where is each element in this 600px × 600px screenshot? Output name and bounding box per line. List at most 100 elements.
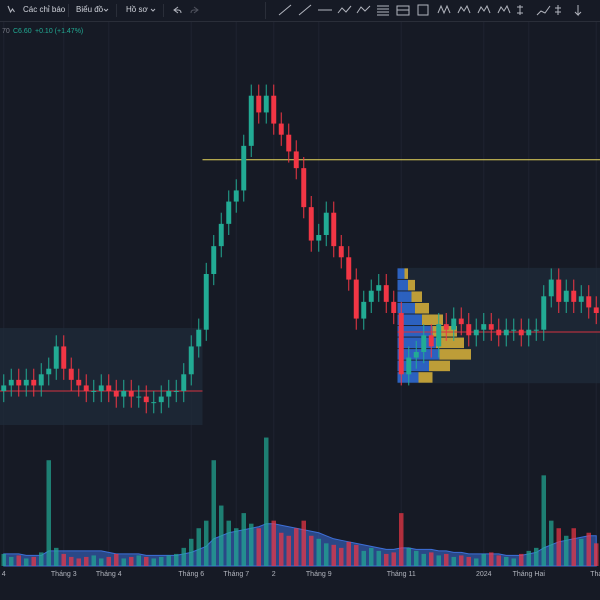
ray-tool[interactable] xyxy=(298,4,312,16)
chart-button[interactable]: Biểu đồ xyxy=(76,5,109,14)
candle-body xyxy=(218,223,224,247)
candle-body xyxy=(241,145,247,191)
volume-bar xyxy=(324,543,329,566)
undo-button[interactable] xyxy=(173,6,182,14)
volume-bar xyxy=(271,520,276,566)
candle-body xyxy=(23,379,29,386)
volume-bar xyxy=(9,556,14,566)
candle-body xyxy=(578,296,584,302)
volume-bar xyxy=(39,552,44,566)
candle-body xyxy=(473,329,479,336)
volume-bar xyxy=(249,523,254,566)
candle-body xyxy=(248,95,254,146)
volume-bar xyxy=(54,547,59,566)
candle-body xyxy=(346,257,352,280)
volume-bar xyxy=(391,552,396,566)
profile-down xyxy=(439,349,471,360)
polyline-tool[interactable] xyxy=(356,5,371,14)
candle-body xyxy=(563,290,569,302)
volume-bar xyxy=(511,558,516,566)
candle-body xyxy=(76,379,82,386)
volume-bar xyxy=(264,437,269,566)
volume-bar xyxy=(564,535,569,566)
volume-bar xyxy=(76,558,81,566)
profile-down xyxy=(429,360,450,372)
candle-body xyxy=(91,391,97,392)
volume-bar xyxy=(204,520,209,566)
candle-body xyxy=(151,402,157,404)
volume-bar xyxy=(144,556,149,566)
volume-bar xyxy=(279,532,284,566)
volume-bar xyxy=(354,544,359,566)
pattern-tool[interactable] xyxy=(437,4,451,15)
volume-bar xyxy=(301,520,306,566)
volume-bar xyxy=(219,505,224,566)
profile-down xyxy=(432,326,457,337)
projection-tool[interactable] xyxy=(536,5,551,16)
indicators-button[interactable]: Các chỉ báo xyxy=(7,5,66,14)
candle-body xyxy=(518,329,524,336)
x-tick-label: Tháng Hai xyxy=(513,571,546,578)
volume-bar xyxy=(166,555,171,566)
candle-body xyxy=(368,290,374,302)
candle-body xyxy=(166,391,172,397)
cycle-tool[interactable] xyxy=(517,5,523,15)
volume-bar xyxy=(196,528,201,566)
candle-body xyxy=(593,307,599,313)
xabcd-tool[interactable] xyxy=(457,4,471,14)
volume-bar xyxy=(241,513,246,566)
candle-body xyxy=(323,212,329,235)
candle-body xyxy=(496,329,502,336)
candle-body xyxy=(83,385,89,391)
profile-up xyxy=(397,360,429,372)
indicators-label: Các chỉ báo xyxy=(23,5,66,14)
profile-button[interactable]: Hồ sơ xyxy=(126,5,156,14)
price-range-tool[interactable] xyxy=(574,5,582,17)
trend-line-tool[interactable] xyxy=(278,4,292,16)
volume-bar xyxy=(234,528,239,566)
candle-body xyxy=(263,95,269,113)
profile-down xyxy=(404,268,408,279)
head-shoulders-tool[interactable] xyxy=(477,4,491,14)
candle-body xyxy=(391,301,397,313)
redo-button[interactable] xyxy=(190,6,199,14)
toolbar xyxy=(0,0,600,21)
volume-bar xyxy=(481,553,486,566)
elliott-tool[interactable] xyxy=(497,4,511,14)
volume-bar xyxy=(256,528,261,566)
candle-body xyxy=(308,207,314,241)
path-tool[interactable] xyxy=(337,5,352,14)
candle-body xyxy=(458,318,464,325)
gann-tool[interactable] xyxy=(396,5,410,16)
candle-body xyxy=(436,324,442,347)
volume-bar xyxy=(189,538,194,566)
volume-bar xyxy=(384,553,389,566)
fib-tool[interactable] xyxy=(377,5,389,16)
volume-bar xyxy=(84,556,89,566)
candle-body xyxy=(331,212,337,247)
candle-body xyxy=(548,279,554,297)
volume-bar xyxy=(286,535,291,566)
x-tick-label: Tháng 7 xyxy=(223,571,249,578)
volume-bar xyxy=(91,555,96,566)
volume-bar xyxy=(16,555,21,566)
volume-bar xyxy=(594,543,599,566)
candle-body xyxy=(526,329,532,336)
candle-body xyxy=(533,329,539,331)
candle-body xyxy=(136,396,142,398)
candle-body xyxy=(16,379,22,386)
rectangle-tool[interactable] xyxy=(417,4,429,16)
volume-bar xyxy=(309,535,314,566)
volume-bar xyxy=(541,475,546,566)
candle-body xyxy=(383,285,389,302)
candle-body xyxy=(301,168,307,208)
legend-close: C6.60 xyxy=(13,28,32,35)
measure-tool[interactable] xyxy=(555,5,561,15)
volume-bar xyxy=(1,553,6,566)
candle-body xyxy=(98,385,104,391)
profile-down xyxy=(415,302,429,314)
candle-body xyxy=(586,296,592,308)
profile-up xyxy=(397,268,405,279)
candle-body xyxy=(38,374,44,386)
profile-up xyxy=(397,372,419,383)
